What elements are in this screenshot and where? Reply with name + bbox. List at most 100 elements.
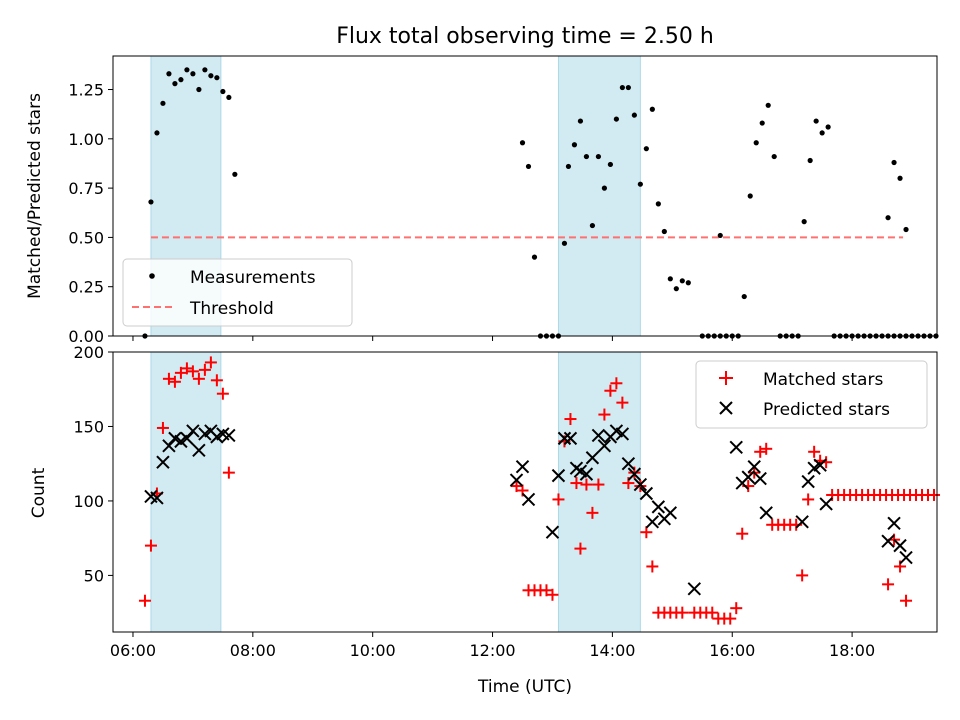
top-y-ticks: 0.00 0.25 0.50 0.75 1.00 1.25 <box>68 81 113 346</box>
measurement-point <box>649 106 655 112</box>
measurement-point <box>819 130 825 136</box>
predicted-star-point <box>156 455 170 469</box>
measurement-point <box>643 146 649 152</box>
measurement-point <box>519 140 526 146</box>
matched-star-point <box>634 480 647 493</box>
top-legend: Measurements Threshold <box>122 258 353 327</box>
matched-star-point <box>808 445 821 458</box>
measurement-point <box>190 71 196 77</box>
measurement-point <box>637 181 643 187</box>
matched-star-point <box>570 477 583 490</box>
matched-star-point <box>138 594 151 607</box>
predicted-star-point <box>621 456 636 471</box>
predicted-star-point <box>813 458 827 472</box>
measurement-point <box>202 67 208 73</box>
measurement-point <box>226 94 232 101</box>
matched-star-point <box>222 466 235 479</box>
y-tick-label: 100 <box>73 492 104 511</box>
shaded-interval <box>557 351 641 633</box>
matched-star-point <box>144 539 157 552</box>
bottom-legend-box <box>695 360 928 429</box>
predicted-star-point <box>591 428 606 443</box>
predicted-star-point <box>639 486 654 501</box>
matched-star-point <box>900 594 913 607</box>
y-tick-label: 200 <box>73 343 104 362</box>
matched-star-point <box>610 377 623 390</box>
matched-star-point <box>210 374 223 387</box>
predicted-star-point <box>585 451 600 465</box>
measurement-point <box>565 163 572 170</box>
measurement-point <box>154 130 160 136</box>
measurement-point <box>595 153 602 160</box>
measurement-point <box>196 86 202 93</box>
matched-star-point <box>168 375 181 388</box>
predicted-star-point <box>557 431 572 446</box>
predicted-star-point <box>192 443 206 458</box>
predicted-star-point <box>515 459 530 474</box>
matched-star-point <box>882 578 895 591</box>
legend-matched-label: Matched stars <box>763 370 883 390</box>
legend-predicted-label: Predicted stars <box>763 400 890 420</box>
predicted-star-point <box>521 492 536 507</box>
measurement-point <box>807 157 813 164</box>
y-tick-label: 150 <box>73 417 104 436</box>
y-tick-label: 0.75 <box>68 179 104 198</box>
predicted-stars-points <box>144 424 913 596</box>
bottom-y-ticks: 50 100 150 200 <box>73 343 113 585</box>
matched-star-point <box>552 493 565 506</box>
measurement-point <box>525 163 532 170</box>
matched-star-point <box>156 421 169 434</box>
measurement-point <box>903 226 909 233</box>
measurement-point <box>891 159 897 166</box>
predicted-star-point <box>615 427 630 441</box>
measurement-point <box>577 118 584 124</box>
bottom-shaded-intervals <box>150 351 641 633</box>
measurement-point <box>601 185 608 191</box>
measurement-point <box>625 84 631 91</box>
y-tick-label: 1.25 <box>68 81 104 100</box>
predicted-star-point <box>729 440 743 455</box>
matched-star-point <box>616 396 629 409</box>
bottom-y-axis-label: Count <box>29 467 49 518</box>
predicted-star-point <box>186 424 200 438</box>
matched-star-point <box>586 506 599 519</box>
bottom-x-ticks: 06:00 08:00 10:00 12:00 14:00 16:00 18:00 <box>110 632 875 660</box>
measurement-point <box>531 254 538 260</box>
matched-star-point <box>546 588 559 601</box>
measurement-point <box>747 193 753 199</box>
measurement-point <box>813 118 819 124</box>
measurement-point <box>232 171 238 177</box>
measurement-point <box>631 112 637 118</box>
matched-star-point <box>186 365 199 378</box>
matched-star-point <box>216 387 229 400</box>
measurement-point <box>771 153 777 160</box>
legend-threshold-label: Threshold <box>189 299 274 319</box>
y-tick-label: 50 <box>84 566 104 585</box>
predicted-star-point <box>651 500 666 514</box>
measurement-point <box>613 116 619 122</box>
legend-measurements-marker <box>149 273 155 279</box>
matched-star-point <box>180 362 193 375</box>
matched-stars-points <box>138 356 941 625</box>
bottom-panel: 50 100 150 200 06:00 08:00 10:00 12:00 14:00 16:… <box>29 343 941 697</box>
matched-star-point <box>796 569 809 582</box>
predicted-star-point <box>150 491 164 505</box>
matched-star-point <box>646 560 659 573</box>
measurement-point <box>166 71 172 77</box>
matched-star-point <box>604 384 617 397</box>
predicted-star-point <box>627 467 642 481</box>
predicted-star-point <box>795 515 809 529</box>
top-x-ticks <box>132 336 853 341</box>
measurement-point <box>619 84 625 91</box>
x-tick-label: 10:00 <box>350 641 396 660</box>
measurement-point <box>759 120 765 126</box>
legend-matched-marker <box>719 371 733 385</box>
measurement-point <box>160 100 166 106</box>
y-tick-label: 0.25 <box>68 278 104 297</box>
matched-star-point <box>736 527 749 540</box>
measurement-point <box>801 219 807 225</box>
measurement-point <box>661 228 667 235</box>
predicted-star-point <box>509 473 524 487</box>
